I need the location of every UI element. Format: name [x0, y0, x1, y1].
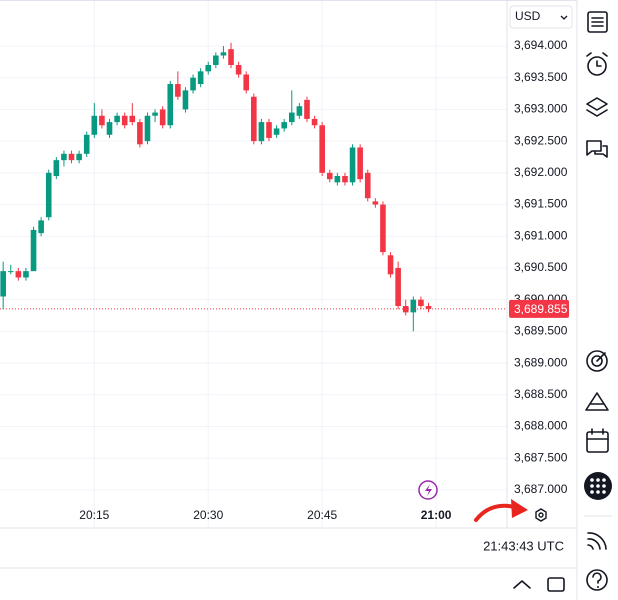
y-tick-label: 3,689.000	[514, 355, 568, 369]
y-tick-label: 3,687.000	[514, 482, 568, 496]
candle-body	[418, 299, 424, 307]
price-axis: 3,687.000 3,687.500 3,688.000 3,688.500 3,68…	[79, 38, 569, 522]
candle-body	[61, 153, 67, 161]
candle-body	[349, 147, 356, 183]
currency-dropdown[interactable]: USD	[509, 5, 573, 29]
y-tick-label: 3,693.500	[514, 70, 568, 84]
candle-body	[205, 65, 212, 72]
calendar-icon[interactable]	[586, 428, 609, 453]
last-price-label: 3,689.855	[514, 302, 568, 316]
candle-body	[425, 306, 432, 309]
candle-body	[243, 74, 250, 91]
y-tick-label: 3,691.000	[514, 228, 568, 242]
mountains-icon[interactable]	[585, 392, 609, 411]
candle-body	[114, 115, 120, 123]
tech-icon[interactable]	[586, 350, 608, 372]
candle-body	[83, 134, 90, 154]
candle-body	[137, 122, 143, 145]
candle-body	[288, 112, 295, 123]
y-tick-label: 3,688.500	[514, 387, 568, 401]
candle-body	[167, 84, 174, 126]
candle-body	[296, 106, 303, 116]
y-tick-label: 3,694.000	[514, 38, 568, 52]
candle-body	[91, 115, 98, 135]
candle-body	[326, 172, 333, 180]
apps-icon[interactable]	[584, 472, 612, 500]
candle-body	[228, 49, 234, 66]
candle-body	[387, 255, 394, 275]
layers-icon[interactable]	[586, 97, 608, 117]
y-tick-label: 3,692.500	[514, 133, 568, 147]
last-price-box	[509, 299, 569, 318]
chat-icon[interactable]	[586, 140, 608, 158]
help-icon[interactable]	[586, 569, 608, 591]
candle-body	[0, 271, 6, 297]
candle-body	[380, 204, 386, 253]
candle-body	[53, 160, 60, 176]
x-tick-label: 20:30	[193, 508, 223, 522]
x-tick-label: 21:00	[421, 508, 452, 522]
candle-body	[7, 271, 14, 273]
maximize-icon[interactable]	[547, 577, 565, 592]
candle-body	[281, 122, 287, 129]
currency[interactable]: USD	[515, 9, 541, 23]
candle-body	[106, 122, 113, 135]
events-icon[interactable]	[418, 480, 438, 500]
y-tick-label: 3,692.000	[514, 165, 568, 179]
candle-body	[372, 201, 379, 205]
x-tick-label: 20:15	[79, 508, 109, 522]
candle-body	[273, 128, 280, 135]
candle-body	[152, 112, 158, 116]
candle-body	[30, 229, 37, 272]
candle-body	[410, 299, 417, 313]
candle-body	[319, 125, 325, 173]
watchlist-icon[interactable]	[587, 11, 608, 33]
candle-body	[129, 115, 136, 123]
candle-body	[311, 118, 318, 126]
y-tick-label: 3,688.000	[514, 419, 568, 433]
candles	[0, 42, 507, 332]
alerts-icon[interactable]	[586, 52, 608, 76]
y-tick-label: 3,691.500	[514, 197, 568, 211]
candle-body	[182, 90, 189, 110]
clock: 21:43:43 UTC	[483, 538, 564, 553]
candle-body	[175, 84, 181, 97]
candle-body	[159, 109, 166, 126]
candle-body	[258, 122, 265, 142]
collapse-icon[interactable]	[513, 580, 531, 589]
candle-body	[45, 172, 52, 218]
candle-body	[38, 220, 44, 234]
candle-body	[357, 147, 363, 180]
candle-body	[15, 271, 22, 278]
candle-body	[342, 176, 348, 183]
y-tick-label: 3,689.500	[514, 324, 568, 338]
candle-body	[304, 99, 310, 119]
axis-settings[interactable]	[535, 508, 547, 522]
y-tick-label: 3,693.000	[514, 102, 568, 116]
candle-body	[220, 52, 227, 56]
grid	[0, 0, 507, 528]
candle-body	[99, 115, 105, 126]
candle-body	[190, 77, 196, 91]
candle-body	[334, 176, 341, 183]
feed-icon[interactable]	[587, 532, 607, 550]
candle-body	[144, 115, 151, 142]
candle-body	[266, 122, 272, 138]
candle-body	[235, 65, 242, 75]
candle-body	[68, 153, 75, 161]
candle-body	[23, 271, 29, 278]
candle-body	[197, 71, 204, 85]
candle-body	[395, 267, 401, 307]
x-tick-label: 20:45	[307, 508, 337, 522]
y-tick-label: 3,690.500	[514, 260, 568, 274]
y-tick-label: 3,687.500	[514, 450, 568, 464]
candle-body	[364, 172, 371, 199]
candle-body	[213, 55, 219, 66]
annotation-arrow	[474, 499, 528, 522]
candle-body	[251, 96, 257, 142]
candle-body	[121, 115, 128, 126]
candle-body	[76, 153, 82, 161]
